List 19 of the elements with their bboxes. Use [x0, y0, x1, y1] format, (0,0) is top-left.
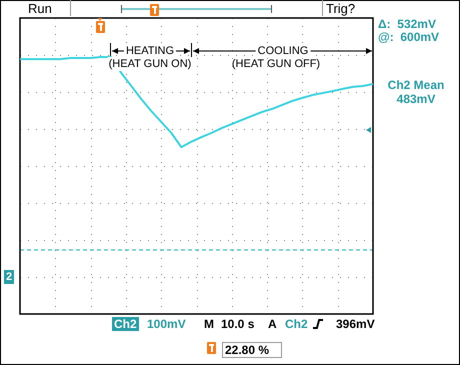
annotation: (HEAT GUN OFF): [232, 57, 320, 71]
text: 483mV: [396, 92, 436, 106]
annotation: (HEAT GUN ON): [108, 57, 192, 71]
text: Run: [28, 1, 52, 16]
text: 10.0 s: [221, 317, 254, 331]
text: 100mV: [147, 317, 186, 331]
annotation: HEATING: [124, 44, 176, 58]
text: Ch2: [285, 317, 308, 331]
text: M: [204, 317, 214, 331]
text: 22.80 %: [222, 342, 282, 358]
text: Ch2: [112, 317, 139, 331]
text: Trig?: [326, 1, 356, 16]
text: 2: [4, 270, 14, 284]
text: @: 600mV: [378, 30, 440, 44]
text: Ch2 Mean: [388, 78, 444, 92]
annotation: COOLING: [256, 44, 310, 58]
text: Δ: 532mV: [378, 17, 436, 31]
text: A: [268, 317, 277, 331]
text: 396mV: [336, 317, 375, 331]
